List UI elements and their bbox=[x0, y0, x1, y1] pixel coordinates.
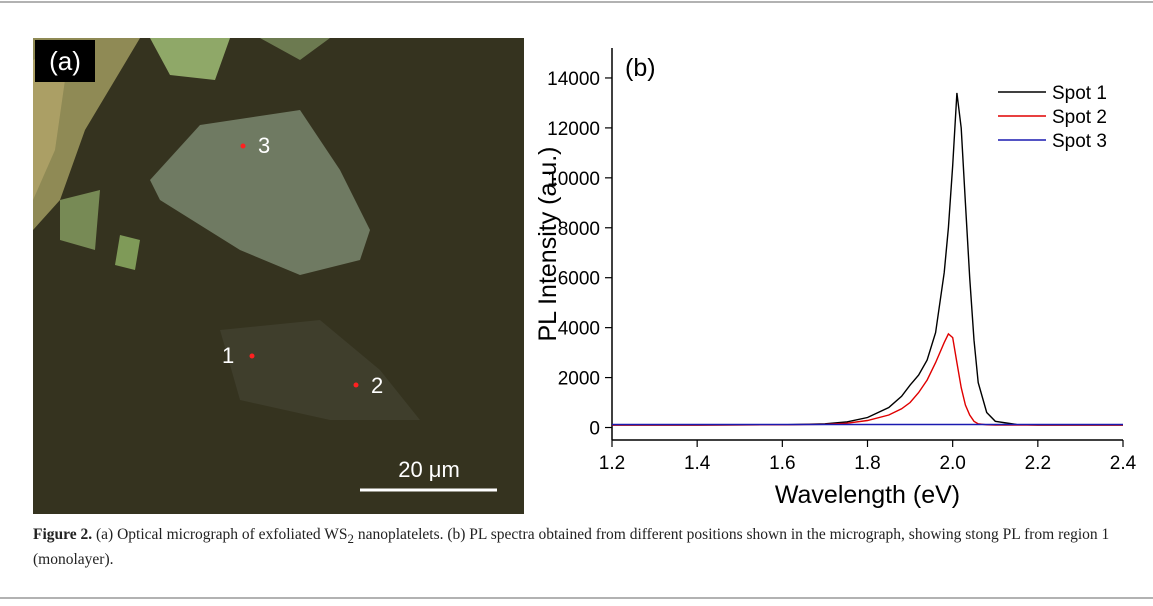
spot-marker bbox=[240, 143, 246, 149]
y-tick-label: 2000 bbox=[558, 369, 600, 390]
panel-label: (a) bbox=[49, 46, 81, 76]
flake bbox=[33, 45, 70, 200]
flake bbox=[150, 38, 230, 80]
legend-label: Spot 3 bbox=[1052, 131, 1107, 152]
flake bbox=[220, 320, 420, 420]
spot-label: 3 bbox=[258, 133, 270, 158]
legend-label: Spot 1 bbox=[1052, 83, 1107, 104]
spot-label: 1 bbox=[222, 343, 234, 368]
legend-label: Spot 2 bbox=[1052, 107, 1107, 128]
spot-marker bbox=[353, 382, 359, 388]
micrograph: (a) 3 1 2 20 μm bbox=[33, 38, 524, 514]
spot-label: 2 bbox=[371, 373, 383, 398]
x-tick-label: 2.0 bbox=[939, 453, 965, 474]
caption-subscript: 2 bbox=[347, 531, 354, 547]
flake bbox=[150, 110, 370, 275]
chart: 0 2000 4000 6000 8000 10000 12000 14000 1.2 1.4 1.… bbox=[534, 48, 1137, 509]
x-axis-label: Wavelength (eV) bbox=[775, 481, 960, 509]
caption-text: (a) Optical micrograph of exfoliated WS bbox=[96, 526, 348, 543]
x-tick-label: 1.4 bbox=[684, 453, 711, 474]
panel-label: (b) bbox=[625, 54, 656, 82]
x-tick-label: 1.6 bbox=[769, 453, 795, 474]
flake bbox=[115, 235, 140, 270]
x-tick-label: 2.4 bbox=[1110, 453, 1137, 474]
y-tick-label: 12000 bbox=[547, 119, 600, 140]
y-tick-label: 14000 bbox=[547, 69, 600, 90]
y-tick-label: 6000 bbox=[558, 269, 600, 290]
y-tick-label: 0 bbox=[589, 419, 600, 440]
y-tick-label: 8000 bbox=[558, 219, 600, 240]
x-tick-label: 2.2 bbox=[1025, 453, 1051, 474]
flake bbox=[60, 190, 100, 250]
caption-text: nanoplatelets. (b) PL spectra obtained f… bbox=[33, 526, 1110, 569]
series-line bbox=[612, 92, 1123, 426]
series-line bbox=[612, 332, 1123, 426]
caption-label: Figure 2. bbox=[33, 526, 93, 543]
label-box bbox=[35, 40, 95, 82]
y-tick-label: 10000 bbox=[547, 169, 600, 190]
flake bbox=[260, 38, 330, 60]
scale-bar-label: 20 μm bbox=[398, 457, 460, 482]
spot-marker bbox=[249, 353, 255, 359]
micrograph-background bbox=[33, 38, 524, 514]
y-tick-label: 4000 bbox=[558, 319, 600, 340]
x-tick-label: 1.2 bbox=[599, 453, 625, 474]
y-axis-label: PL Intensity (a.u.) bbox=[534, 147, 562, 342]
caption: Figure 2. (a) Optical micrograph of exfo… bbox=[33, 524, 1123, 570]
x-tick-label: 1.8 bbox=[854, 453, 880, 474]
